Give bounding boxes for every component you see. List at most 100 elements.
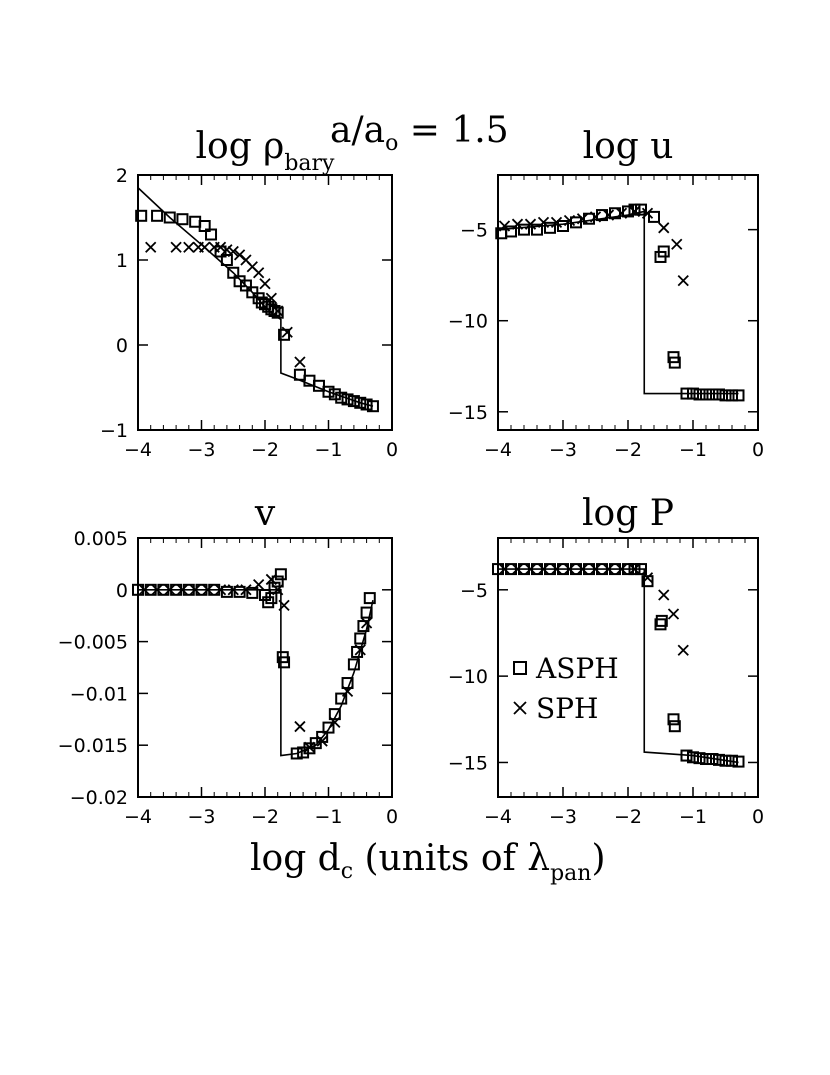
panel-log-rho-bary: log ρbary −4 −3 −2 −1 0 −1 0 1 2 bbox=[100, 126, 398, 461]
x-tick-label: −3 bbox=[549, 806, 577, 828]
x-tick-label: −2 bbox=[251, 806, 279, 828]
xlabel-mid: (units of λ bbox=[353, 838, 550, 879]
plot-frame bbox=[497, 174, 759, 431]
sph-point bbox=[145, 241, 157, 253]
sph-point bbox=[265, 292, 277, 304]
asph-point bbox=[628, 203, 641, 216]
asph-point bbox=[328, 388, 341, 401]
asph-point bbox=[668, 356, 681, 369]
x-tick-label: 0 bbox=[752, 806, 764, 828]
xlabel-end: ) bbox=[591, 838, 605, 879]
panel-title: log P bbox=[582, 493, 674, 534]
y-tick-label: −5 bbox=[460, 220, 488, 242]
asph-point bbox=[354, 396, 367, 409]
asph-point bbox=[163, 211, 176, 224]
xlabel-sub-c: c bbox=[341, 859, 353, 884]
y-tick-label: 1 bbox=[116, 250, 128, 272]
asph-point bbox=[531, 223, 543, 236]
figure-xlabel: log dc (units of λpan) bbox=[250, 838, 606, 886]
asph-point bbox=[205, 228, 218, 241]
analytic-solution-line bbox=[138, 588, 374, 757]
x-tick-label: −1 bbox=[314, 439, 342, 461]
asph-point bbox=[366, 400, 379, 413]
y-tick-label: 0 bbox=[116, 335, 128, 357]
sph-point bbox=[183, 241, 195, 253]
panel-title-main: log ρ bbox=[196, 126, 285, 167]
asph-point bbox=[151, 209, 164, 222]
asph-point bbox=[347, 658, 360, 671]
asph-point bbox=[713, 388, 725, 401]
asph-point bbox=[322, 721, 335, 734]
asph-point bbox=[668, 720, 681, 733]
panel-title-main: v bbox=[254, 493, 276, 534]
asph-point bbox=[227, 266, 240, 279]
panel-title: log ρbary bbox=[196, 126, 336, 176]
sph-point bbox=[214, 241, 227, 253]
asph-point bbox=[360, 398, 373, 411]
sph-point bbox=[170, 241, 182, 253]
sph-point bbox=[360, 617, 373, 629]
asph-point bbox=[641, 575, 654, 588]
sph-point bbox=[658, 222, 670, 234]
x-tick-label: −3 bbox=[549, 439, 577, 461]
asph-point bbox=[220, 254, 233, 266]
asph-point bbox=[667, 713, 680, 726]
x-tick-label: −1 bbox=[679, 806, 707, 828]
figure-title-sub: o bbox=[385, 131, 398, 156]
panel-title-main: log P bbox=[582, 493, 674, 534]
y-tick-label: −0.02 bbox=[70, 787, 128, 809]
asph-point bbox=[693, 752, 706, 765]
y-tick-label: −10 bbox=[448, 311, 488, 333]
asph-point bbox=[135, 209, 148, 222]
asph-point bbox=[360, 606, 373, 619]
y-tick-label: −15 bbox=[448, 752, 488, 774]
sph-point bbox=[265, 573, 277, 586]
asph-point bbox=[354, 632, 367, 645]
x-tick-label: −4 bbox=[124, 439, 152, 461]
x-tick-label: −1 bbox=[314, 806, 342, 828]
asph-point bbox=[687, 751, 699, 764]
legend-asph-marker bbox=[513, 661, 527, 675]
panel-v: v −4 −3 −2 −1 0 −0.02 −0.015 −0.01 −0.005 0 0.005 bbox=[58, 493, 398, 828]
asph-point bbox=[654, 618, 667, 631]
sph-point bbox=[677, 644, 689, 656]
y-tick-label: −15 bbox=[448, 402, 488, 424]
sph-point bbox=[671, 238, 683, 250]
panel-title-main: log u bbox=[583, 126, 674, 167]
analytic-solution-line bbox=[137, 187, 374, 407]
x-tick-label: −3 bbox=[187, 439, 215, 461]
asph-point bbox=[322, 385, 335, 398]
figure-title-rest: = 1.5 bbox=[398, 110, 508, 151]
panel-log-u: log u−4 −3 −2 −1 0−15−10−5 bbox=[448, 126, 764, 461]
x-tick-label: −4 bbox=[124, 806, 152, 828]
asph-point bbox=[648, 210, 660, 223]
asph-point bbox=[719, 389, 732, 402]
asph-point bbox=[706, 388, 719, 401]
plot-frame bbox=[137, 537, 393, 798]
y-tick-label: 2 bbox=[116, 165, 128, 187]
sph-point bbox=[316, 735, 328, 747]
panel-title: log u bbox=[583, 126, 674, 167]
asph-point bbox=[505, 225, 517, 238]
x-tick-label: −4 bbox=[484, 439, 512, 461]
y-tick-label: −1 bbox=[100, 420, 128, 442]
asph-point bbox=[544, 221, 556, 234]
sph-point bbox=[259, 278, 271, 290]
asph-point bbox=[726, 389, 738, 402]
y-tick-label: 0 bbox=[116, 580, 128, 602]
sph-point bbox=[658, 589, 670, 601]
sph-point bbox=[253, 267, 265, 279]
asph-point bbox=[357, 620, 370, 633]
x-tick-label: −2 bbox=[614, 806, 642, 828]
y-tick-label: −5 bbox=[460, 580, 488, 602]
asph-point bbox=[246, 586, 259, 599]
asph-point bbox=[176, 213, 189, 226]
asph-point bbox=[347, 395, 360, 408]
analytic-solution-line bbox=[497, 210, 739, 395]
sph-point bbox=[294, 356, 306, 368]
figure-title: a/ao = 1.5 bbox=[330, 110, 509, 156]
asph-point bbox=[259, 588, 271, 601]
xlabel-main: log d bbox=[250, 838, 341, 879]
sph-point bbox=[329, 716, 341, 729]
